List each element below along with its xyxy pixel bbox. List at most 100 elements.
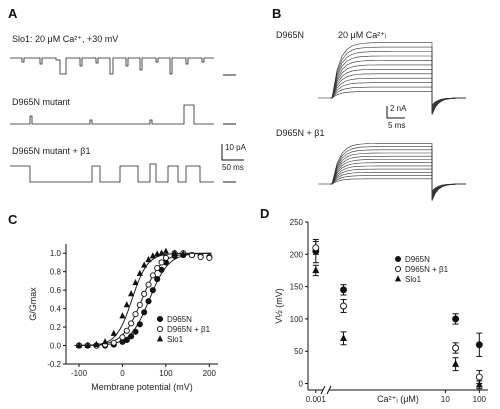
x-axis-label-c: Membrane potential (mV) (91, 382, 193, 392)
y-tick-label-d: 250 (290, 218, 304, 227)
data-point (475, 341, 483, 349)
data-point (136, 269, 143, 276)
legend-entry: D965N (167, 315, 192, 324)
data-point (141, 261, 148, 268)
data-point (110, 339, 117, 346)
panel-b: B D965N 20 μM Ca²⁺ᵢ D965N + β1 2 nA 5 ms (272, 6, 467, 201)
data-point (145, 281, 152, 288)
scale-time-label-b: 5 ms (388, 121, 405, 130)
data-point (158, 259, 165, 266)
data-point (206, 254, 213, 261)
scale-bar-b (386, 106, 405, 119)
data-point (132, 311, 139, 318)
legend-entry: D965N (405, 255, 430, 264)
data-point (340, 286, 347, 294)
y-tick-label-c: 0.6 (50, 286, 62, 295)
y-axis-label-d: V½ (mV) (274, 288, 284, 324)
y-tick-label-d: 100 (290, 315, 304, 324)
panel-a-trace-label-1: Slo1: 20 μM Ca²⁺, +30 mV (12, 34, 118, 44)
axis-break-mark (320, 385, 326, 395)
single-channel-trace-slo1 (10, 57, 214, 75)
panel-a-trace-label-2: D965N mutant (12, 97, 71, 107)
current-family-d965n (318, 42, 467, 115)
y-axis-label-c: G/Gmax (28, 287, 38, 321)
current-sweep (330, 143, 467, 201)
vhalf-chart: 0 50 100 150 200 250 0.001 10 100 Ca²⁺ᵢ (μM) V½ (m… (274, 218, 488, 404)
panel-b-condition: 20 μM Ca²⁺ᵢ (338, 30, 386, 40)
data-point (340, 334, 348, 342)
current-sweep (330, 168, 466, 195)
x-tick-label-c: 100 (159, 369, 173, 378)
y-tick-label-c: 1.0 (50, 249, 62, 258)
single-channel-trace-d965n-beta1 (10, 163, 214, 183)
panel-d-letter: D (260, 206, 269, 221)
x-tick-label-d: 10 (441, 395, 450, 404)
data-point (123, 327, 130, 334)
data-point (132, 328, 139, 335)
legend-marker (394, 265, 402, 273)
current-sweep (330, 42, 467, 115)
panel-a-trace-label-3: D965N mutant + β1 (12, 146, 90, 156)
panel-a-letter: A (8, 6, 18, 21)
data-point (149, 252, 156, 259)
current-sweep (330, 86, 466, 107)
data-point (110, 329, 117, 336)
data-point (141, 309, 148, 316)
data-point (158, 249, 165, 256)
single-channel-trace-d965n (10, 104, 214, 125)
x-tick-label-c: -100 (71, 369, 88, 378)
data-point (75, 341, 83, 348)
data-point (101, 338, 109, 345)
current-sweep (330, 175, 466, 193)
data-point (128, 333, 135, 340)
data-point (162, 254, 169, 261)
data-point (340, 302, 347, 310)
y-tick-label-c: 0.8 (50, 268, 62, 277)
data-point (128, 290, 135, 297)
data-point (132, 279, 139, 286)
legend-marker (156, 325, 164, 333)
panel-b-family-label-1: D965N (276, 30, 304, 40)
data-point (128, 320, 135, 327)
data-point (171, 249, 178, 256)
current-family-d965n-beta1 (318, 143, 467, 201)
scale-time-label-a: 50 ms (222, 163, 244, 172)
axis-break-mark (326, 385, 332, 395)
legend-marker (394, 255, 402, 263)
gv-chart: -0.2 0.0 0.2 0.4 0.6 0.8 1.0 -100 0 100 200 Membran… (28, 244, 218, 392)
data-point (312, 244, 320, 252)
panel-b-letter: B (272, 6, 281, 21)
data-point (452, 344, 460, 352)
y-tick-label-d: 0 (299, 380, 304, 389)
legend-entry: D965N + β1 (405, 265, 449, 274)
x-tick-label-c: 0 (120, 369, 125, 378)
data-point (154, 276, 161, 283)
data-point (119, 312, 126, 319)
panel-a: A Slo1: 20 μM Ca²⁺, +30 mV D965N mutant … (8, 6, 247, 183)
y-tick-label-d: 200 (290, 250, 304, 259)
legend-marker (156, 335, 164, 342)
legend-entry: D965N + β1 (167, 325, 211, 334)
data-point (197, 253, 204, 260)
current-sweep (330, 159, 467, 198)
data-point (145, 255, 152, 263)
current-sweep (330, 155, 467, 199)
current-sweep (330, 91, 466, 106)
y-tick-label-c: -0.2 (47, 360, 61, 369)
scale-current-label-a: 10 pA (225, 143, 247, 152)
panel-c: C -0.2 0.0 0.2 0.4 0.6 0.8 1.0 -100 0 100 200 Membr… (8, 212, 218, 392)
legend-entry: Slo1 (405, 275, 422, 284)
x-axis-label-d: Ca²⁺ᵢ (μM) (377, 394, 419, 404)
panel-c-letter: C (8, 212, 18, 227)
data-point (475, 380, 483, 388)
data-point (123, 336, 130, 344)
y-tick-label-c: 0.4 (50, 305, 62, 314)
data-point (162, 247, 169, 254)
y-tick-label-d: 150 (290, 283, 304, 292)
data-point (154, 264, 161, 272)
data-point (136, 321, 143, 328)
data-point (149, 287, 156, 294)
legend-marker (156, 315, 164, 323)
